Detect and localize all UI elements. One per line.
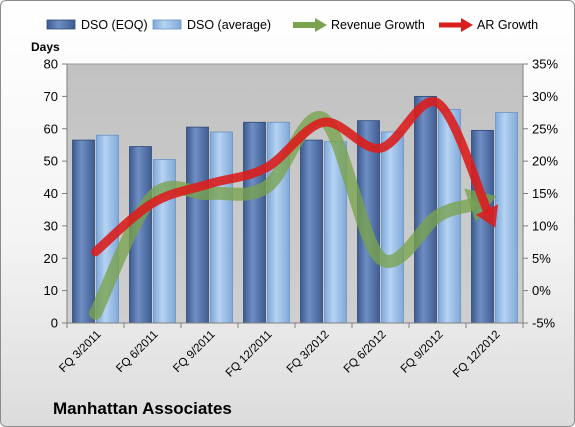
legend-swatch-dso-eoq- [46,19,76,30]
ar-growth-line [91,97,492,257]
y-tick-label: 10 [44,283,58,298]
ar-growth-arrowhead [475,204,498,228]
y-tick-label: 0 [51,316,58,331]
x-tick-label: FQ 6/2012 [342,329,389,376]
legend-label-dso-average-: DSO (average) [187,18,271,32]
y2-tick-label: 20% [532,154,558,169]
legend-label-ar-growth: AR Growth [477,18,538,32]
y-tick-label: 80 [44,57,58,72]
x-tick-label: FQ 12/2011 [224,329,275,380]
y2-tick-label: 15% [532,186,558,201]
y2-tick-label: 10% [532,218,558,233]
legend-arrow-revenue-growth [315,18,327,32]
y2-tick-label: 0% [532,283,551,298]
y-tick-label: 60 [44,121,58,136]
company-name: Manhattan Associates [53,399,232,418]
bar-dso-eoq [414,95,437,324]
y-tick-label: 30 [44,218,58,233]
bar-dso-eoq [471,129,494,324]
x-tick-label: FQ 3/2012 [285,329,332,376]
y2-tick-label: -5% [532,316,556,331]
x-tick-label: FQ 3/2011 [57,329,103,375]
x-tick-label: FQ 9/2012 [399,329,446,376]
y2-tick-label: 30% [532,89,558,104]
bar-dso-eoq [300,139,323,324]
legend-label-dso-eoq-: DSO (EOQ) [81,18,148,32]
bar-dso-eoq [186,126,209,324]
legend-swatch-dso-average- [152,19,182,30]
bar-dso-average [381,131,404,324]
x-tick-label: FQ 6/2011 [114,329,160,375]
bar-dso-eoq [243,121,266,324]
y2-tick-label: 25% [532,121,558,136]
y2-tick-label: 5% [532,251,551,266]
legend-arrow-ar-growth [461,18,473,32]
bar-dso-average [210,131,233,324]
x-tick-label: FQ 12/2012 [451,329,502,380]
bar-dso-average [495,112,518,324]
x-tick-label: FQ 9/2011 [171,329,217,375]
y-tick-label: 50 [44,154,58,169]
y-tick-label: 40 [44,186,58,201]
y-axis-title: Days [31,40,60,54]
legend-label-revenue-growth: Revenue Growth [331,18,425,32]
y-tick-label: 70 [44,89,58,104]
y-tick-label: 20 [44,251,58,266]
bar-dso-eoq [72,139,95,324]
y2-tick-label: 35% [532,57,558,72]
